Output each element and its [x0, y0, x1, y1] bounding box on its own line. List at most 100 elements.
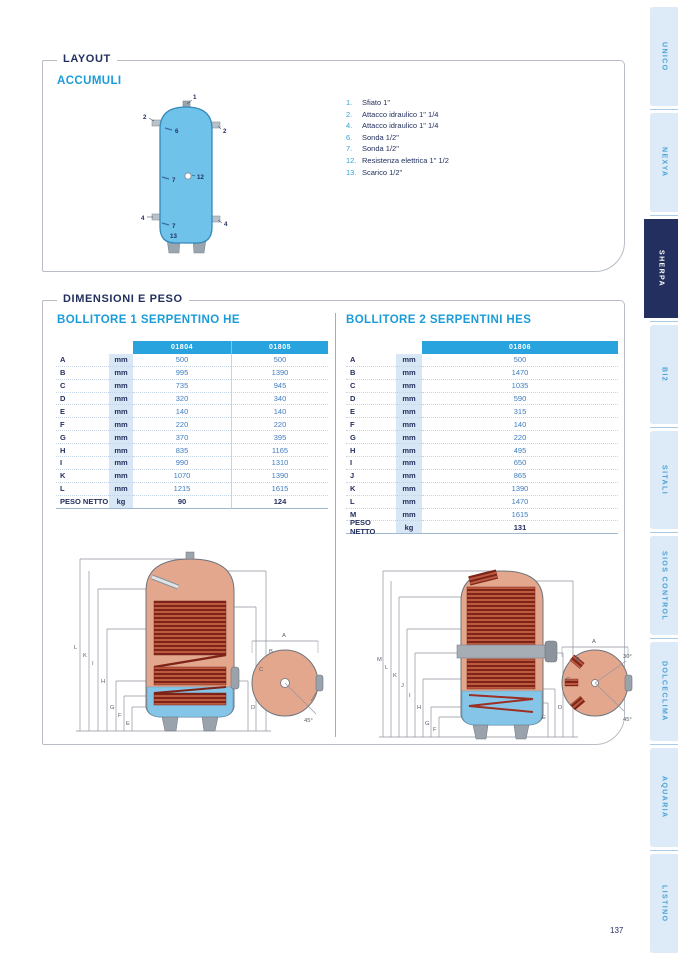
svg-text:G: G: [425, 721, 430, 727]
sidebar-tab-aquaria[interactable]: AQUARIA: [650, 748, 678, 848]
dimension-unit: mm: [109, 482, 133, 496]
dimension-value: 1390: [231, 469, 328, 483]
dimension-value: 1615: [422, 509, 618, 522]
accumuli-heading: ACCUMULI: [57, 75, 122, 87]
dimension-unit: mm: [109, 418, 133, 432]
dimension-label: C: [56, 380, 109, 393]
dimension-value: 220: [231, 418, 328, 432]
dimension-value: 990: [133, 457, 231, 470]
dimension-unit: mm: [396, 418, 422, 432]
legend-item: 4. Attacco idraulico 1" 1/4: [346, 120, 449, 132]
dimension-unit: mm: [396, 444, 422, 458]
dimension-value: 590: [422, 393, 618, 406]
tab-separator: [650, 532, 678, 534]
svg-text:M: M: [377, 657, 382, 663]
dimension-value: 140: [231, 405, 328, 419]
sidebar-tab-sitali[interactable]: SITALI: [650, 430, 678, 530]
dimension-label: J: [346, 470, 396, 483]
net-weight-label: PESO NETTO: [346, 518, 396, 536]
svg-text:30°: 30°: [623, 654, 632, 660]
sidebar-tab-dolceclima[interactable]: DOLCECLIMA: [650, 642, 678, 742]
tab-separator: [650, 850, 678, 852]
dimension-label: I: [346, 457, 396, 470]
legend-item-number: 6.: [346, 132, 353, 142]
dimension-value: 320: [133, 393, 231, 406]
header-spacer: [346, 341, 396, 354]
legend-item: 12. Resistenza elettrica 1" 1/2: [346, 155, 449, 167]
svg-text:I: I: [409, 693, 411, 699]
legend-item-text: Attacco idraulico 1" 1/4: [362, 109, 439, 119]
sidebar-tab-listino[interactable]: LISTINO: [650, 854, 678, 954]
sidebar-tab-bi2[interactable]: BI2: [650, 324, 678, 424]
legend-item-number: 2.: [346, 109, 353, 119]
svg-text:45°: 45°: [623, 717, 632, 723]
dimension-value: 1310: [231, 457, 328, 470]
sidebar-tab-sios-control[interactable]: SIOS CONTROL: [650, 536, 678, 636]
dimension-value: 995: [133, 367, 231, 380]
header-spacer: [109, 341, 133, 354]
technical-drawing-bollitore-2: M L K J I H G F B C D E A 30° 45°: [377, 569, 633, 740]
dimension-label: I: [56, 457, 109, 470]
svg-text:7: 7: [172, 177, 176, 184]
dimension-value: 1070: [133, 470, 231, 483]
dimension-value: 1615: [231, 482, 328, 496]
dimension-label: K: [346, 483, 396, 496]
dimension-label: E: [346, 405, 396, 419]
sidebar-tab-unico[interactable]: UNICO: [650, 7, 678, 106]
net-weight-value: 90: [133, 496, 231, 509]
dimension-value: 220: [133, 418, 231, 432]
svg-text:2: 2: [223, 128, 227, 135]
svg-text:4: 4: [141, 215, 145, 222]
net-weight-unit: kg: [396, 521, 422, 535]
legend-item: 7. Sonda 1/2": [346, 143, 449, 155]
svg-text:A: A: [592, 639, 596, 645]
dimensions-section-title: DIMENSIONI E PESO: [57, 293, 189, 305]
dimension-unit: mm: [109, 431, 133, 445]
legend-item-number: 4.: [346, 121, 353, 131]
dimension-label: L: [346, 496, 396, 509]
legend-item-text: Sonda 1/2": [362, 132, 399, 142]
dimension-unit: mm: [109, 366, 133, 380]
dimension-label: H: [346, 444, 396, 458]
dimension-label: F: [56, 418, 109, 432]
svg-text:13: 13: [170, 233, 177, 240]
dimension-label: K: [56, 470, 109, 483]
svg-text:E: E: [126, 721, 130, 727]
dimension-label: A: [346, 354, 396, 367]
dimension-value: 340: [231, 392, 328, 406]
dimension-label: B: [56, 367, 109, 380]
svg-text:L: L: [74, 645, 78, 651]
legend-item-number: 7.: [346, 144, 353, 154]
model-column-header: 01806: [422, 341, 618, 354]
legend-item-text: Sonda 1/2": [362, 144, 399, 154]
dimension-unit: mm: [396, 469, 422, 483]
dimension-unit: mm: [109, 457, 133, 470]
tab-separator: [650, 638, 678, 640]
sidebar-tab-label: NEXYA: [660, 147, 668, 178]
table2-title: BOLLITORE 2 SERPENTINI HES: [346, 314, 532, 326]
header-spacer: [396, 341, 422, 354]
legend-item-number: 12.: [346, 155, 357, 165]
sidebar-tab-nexya[interactable]: NEXYA: [650, 112, 678, 212]
svg-text:1: 1: [193, 94, 197, 101]
svg-text:G: G: [110, 705, 115, 711]
dimension-value: 1470: [422, 496, 618, 509]
svg-text:C: C: [566, 677, 570, 683]
dimensions-section: DIMENSIONI E PESO BOLLITORE 1 SERPENTINO…: [42, 293, 633, 745]
svg-text:6: 6: [175, 128, 179, 135]
sidebar-tab-sherpa[interactable]: SHERPA: [644, 218, 678, 318]
dimension-value: 1390: [422, 483, 618, 496]
svg-text:F: F: [118, 713, 122, 719]
legend-item-number: 1.: [346, 98, 353, 107]
tab-separator: [650, 108, 678, 110]
legend-item: 6. Sonda 1/2": [346, 132, 449, 144]
layout-section-title: LAYOUT: [57, 53, 117, 65]
dimension-unit: mm: [396, 366, 422, 380]
dimension-value: 315: [422, 405, 618, 419]
model-column-header: 01805: [231, 341, 328, 354]
column-divider: [335, 313, 336, 737]
dimension-unit: mm: [396, 457, 422, 470]
